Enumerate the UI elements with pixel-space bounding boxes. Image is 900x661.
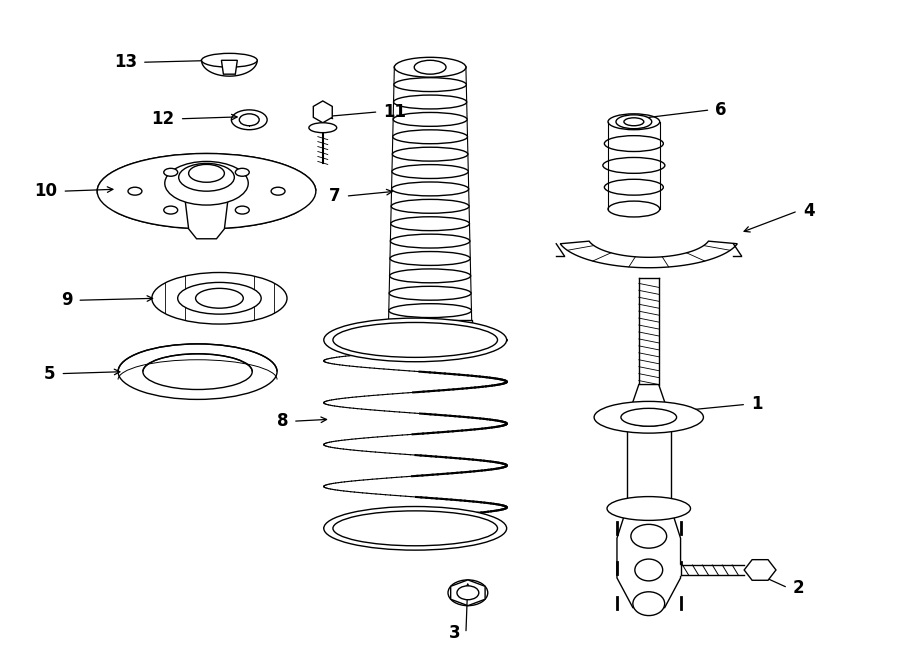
Text: 1: 1 xyxy=(752,395,762,413)
Ellipse shape xyxy=(393,112,467,126)
Ellipse shape xyxy=(608,201,660,217)
Polygon shape xyxy=(184,196,229,239)
Ellipse shape xyxy=(391,217,470,231)
Ellipse shape xyxy=(605,136,663,151)
Text: 7: 7 xyxy=(329,187,341,205)
Ellipse shape xyxy=(389,321,472,335)
Ellipse shape xyxy=(164,169,177,176)
Ellipse shape xyxy=(389,303,472,317)
Polygon shape xyxy=(313,101,332,123)
Polygon shape xyxy=(389,320,472,336)
Ellipse shape xyxy=(621,408,677,426)
Ellipse shape xyxy=(177,282,261,314)
Ellipse shape xyxy=(128,187,142,195)
Text: 9: 9 xyxy=(60,292,72,309)
Polygon shape xyxy=(617,508,680,607)
Ellipse shape xyxy=(390,269,471,283)
Ellipse shape xyxy=(333,511,498,546)
Ellipse shape xyxy=(118,344,277,399)
Text: 4: 4 xyxy=(803,202,815,220)
Polygon shape xyxy=(221,60,238,74)
Ellipse shape xyxy=(271,187,285,195)
Ellipse shape xyxy=(634,559,662,581)
Ellipse shape xyxy=(631,524,667,548)
Text: 3: 3 xyxy=(449,625,461,642)
Ellipse shape xyxy=(231,110,267,130)
Ellipse shape xyxy=(189,165,224,182)
Ellipse shape xyxy=(624,118,644,126)
Ellipse shape xyxy=(608,114,660,130)
Ellipse shape xyxy=(633,592,665,615)
Text: 2: 2 xyxy=(793,579,805,597)
Ellipse shape xyxy=(457,586,479,600)
Ellipse shape xyxy=(605,179,663,195)
Ellipse shape xyxy=(235,169,249,176)
Polygon shape xyxy=(744,560,776,580)
Ellipse shape xyxy=(97,153,316,229)
Ellipse shape xyxy=(627,412,670,426)
Text: 5: 5 xyxy=(44,365,56,383)
Ellipse shape xyxy=(394,78,466,92)
Ellipse shape xyxy=(333,323,498,358)
Ellipse shape xyxy=(195,288,243,308)
Text: 13: 13 xyxy=(113,54,137,71)
Ellipse shape xyxy=(324,506,507,550)
Ellipse shape xyxy=(392,147,468,161)
Ellipse shape xyxy=(235,206,249,214)
Polygon shape xyxy=(97,191,316,211)
Ellipse shape xyxy=(394,58,466,77)
Ellipse shape xyxy=(414,60,446,74)
Polygon shape xyxy=(627,385,670,419)
Ellipse shape xyxy=(309,123,337,133)
Text: 10: 10 xyxy=(34,182,58,200)
Ellipse shape xyxy=(324,318,507,362)
Ellipse shape xyxy=(239,114,259,126)
Ellipse shape xyxy=(391,234,470,248)
Ellipse shape xyxy=(392,200,469,214)
Ellipse shape xyxy=(152,272,287,324)
Ellipse shape xyxy=(390,252,471,266)
Ellipse shape xyxy=(448,580,488,605)
Ellipse shape xyxy=(389,286,471,300)
Ellipse shape xyxy=(179,163,234,191)
Ellipse shape xyxy=(607,496,690,520)
Ellipse shape xyxy=(165,161,248,205)
Ellipse shape xyxy=(603,157,665,173)
Text: 12: 12 xyxy=(151,110,175,128)
Ellipse shape xyxy=(627,502,670,516)
Polygon shape xyxy=(451,580,485,605)
Ellipse shape xyxy=(392,130,467,143)
Polygon shape xyxy=(560,241,737,268)
Ellipse shape xyxy=(143,354,252,389)
Ellipse shape xyxy=(393,95,467,109)
Ellipse shape xyxy=(392,165,468,178)
Ellipse shape xyxy=(202,54,257,67)
Ellipse shape xyxy=(97,153,316,229)
Ellipse shape xyxy=(394,60,466,74)
Polygon shape xyxy=(202,60,257,76)
Ellipse shape xyxy=(616,115,652,129)
Ellipse shape xyxy=(164,206,177,214)
Text: 6: 6 xyxy=(716,101,727,119)
Text: 11: 11 xyxy=(383,103,407,121)
Text: 8: 8 xyxy=(276,412,288,430)
Ellipse shape xyxy=(392,182,469,196)
Ellipse shape xyxy=(594,401,704,433)
